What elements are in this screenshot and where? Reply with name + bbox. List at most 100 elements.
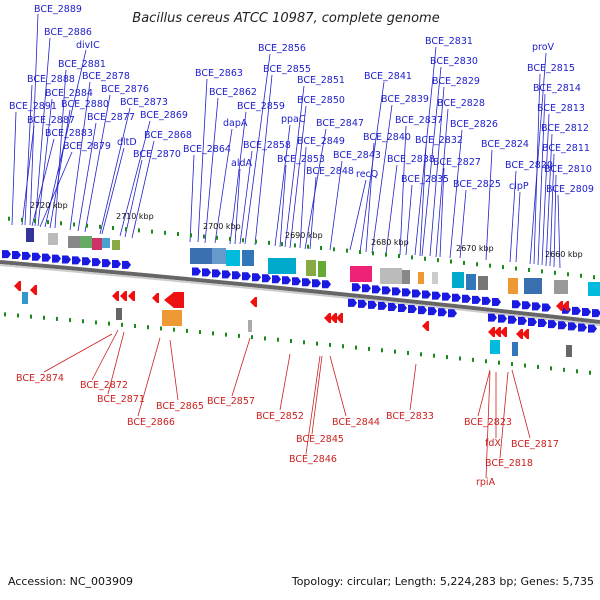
tick-mark xyxy=(95,320,97,325)
feature-block xyxy=(588,282,600,296)
tick-mark xyxy=(316,341,318,346)
leader-line xyxy=(239,150,253,245)
tick-mark xyxy=(537,364,539,369)
leader-line xyxy=(254,74,273,246)
tick-mark xyxy=(368,346,370,351)
gene-arrow xyxy=(262,274,271,283)
leader-line xyxy=(29,13,39,226)
gene-arrow xyxy=(498,314,507,323)
gene-label: BCE_2870 xyxy=(133,149,181,160)
feature-block xyxy=(318,261,326,277)
feature-block xyxy=(26,228,34,242)
leader-line xyxy=(309,176,317,250)
tick-mark xyxy=(99,224,101,229)
leader-line xyxy=(515,191,521,263)
tick-mark xyxy=(398,254,400,259)
gene-label: BCE_2887 xyxy=(27,115,75,126)
gene-arrow xyxy=(282,276,291,285)
gene-label: BCE_2880 xyxy=(61,99,109,110)
feature-block xyxy=(248,320,252,332)
gene-label: BCE_2864 xyxy=(183,144,231,155)
tick-mark xyxy=(121,322,123,327)
gene-arrow xyxy=(472,295,481,304)
gene-arrow xyxy=(372,285,381,294)
gene-label: BCE_2848 xyxy=(306,166,354,177)
gene-arrow xyxy=(112,259,121,268)
feature-block xyxy=(432,272,438,284)
leader-line xyxy=(189,154,195,243)
gene-label: BCE_2828 xyxy=(437,98,485,109)
gene-label: BCE_2826 xyxy=(450,119,498,130)
gene-label: BCE_2856 xyxy=(258,43,306,54)
gene-arrow xyxy=(402,288,411,297)
tick-mark xyxy=(43,315,45,320)
reverse-strand-genes xyxy=(14,281,569,339)
gene-label: BCE_2889 xyxy=(34,4,82,15)
tick-mark xyxy=(593,275,595,280)
tick-mark xyxy=(225,332,227,337)
kbp-label-2690: 2690 kbp xyxy=(285,231,323,240)
gene-label: rpiA xyxy=(476,477,496,488)
leader-line xyxy=(169,339,179,401)
gene-label: BCE_2872 xyxy=(80,380,128,391)
gene-arrow xyxy=(578,323,587,332)
tick-mark xyxy=(125,227,127,232)
lower-label-leaders xyxy=(43,329,531,479)
gene-label: BCE_2823 xyxy=(464,417,512,428)
gene-arrow xyxy=(302,278,311,287)
gene-arrow xyxy=(542,303,551,312)
tick-mark xyxy=(281,242,283,247)
tick-mark xyxy=(242,238,244,243)
forward-strand-genes xyxy=(2,250,600,333)
gene-arrow xyxy=(422,290,431,299)
gene-label: BCE_2850 xyxy=(297,95,345,106)
gene-label: BCE_2853 xyxy=(277,154,325,165)
gene-arrow xyxy=(348,298,357,307)
gene-arrow xyxy=(52,254,61,263)
tick-mark xyxy=(108,321,110,326)
gene-arrow xyxy=(192,267,201,276)
gene-label: BCE_2852 xyxy=(256,411,304,422)
gene-arrow xyxy=(312,279,321,288)
gene-arrow xyxy=(352,283,361,292)
leader-line xyxy=(99,107,131,235)
tick-mark xyxy=(550,366,552,371)
kbp-label-2670: 2670 kbp xyxy=(456,244,494,253)
tick-mark xyxy=(498,360,500,365)
gene-arrow xyxy=(12,251,21,260)
gene-arrow xyxy=(492,298,501,307)
tick-mark xyxy=(112,225,114,230)
tick-mark xyxy=(151,229,153,234)
gene-label: BCE_2863 xyxy=(195,68,243,79)
tick-mark xyxy=(138,228,140,233)
leader-line xyxy=(279,164,287,248)
kbp-label-2720: 2720 kbp xyxy=(30,201,68,210)
gene-label: BCE_2815 xyxy=(527,63,575,74)
tick-mark xyxy=(489,263,491,268)
gene-arrow xyxy=(128,291,135,301)
gene-arrow xyxy=(112,291,119,301)
gene-arrow xyxy=(508,315,517,324)
leader-line xyxy=(439,167,445,258)
gene-label: BCE_2849 xyxy=(297,136,345,147)
feature-block xyxy=(554,280,568,294)
feature-block xyxy=(490,340,500,354)
gene-arrow xyxy=(452,293,461,302)
tick-mark xyxy=(69,318,71,323)
gene-label: ppaC xyxy=(281,114,306,125)
leader-line xyxy=(421,66,442,257)
leader-line xyxy=(305,355,321,455)
gene-arrow xyxy=(358,299,367,308)
leader-line xyxy=(459,189,467,259)
leader-line xyxy=(43,333,113,373)
leader-line xyxy=(557,194,561,269)
gene-label: BCE_2833 xyxy=(386,411,434,422)
tick-mark xyxy=(147,325,149,330)
tick-mark xyxy=(515,266,517,271)
leader-line xyxy=(37,98,53,227)
tick-mark xyxy=(264,336,266,341)
gene-arrow xyxy=(582,307,591,316)
tick-mark xyxy=(576,369,578,374)
tick-mark xyxy=(463,260,465,265)
gene-arrow xyxy=(222,270,231,279)
